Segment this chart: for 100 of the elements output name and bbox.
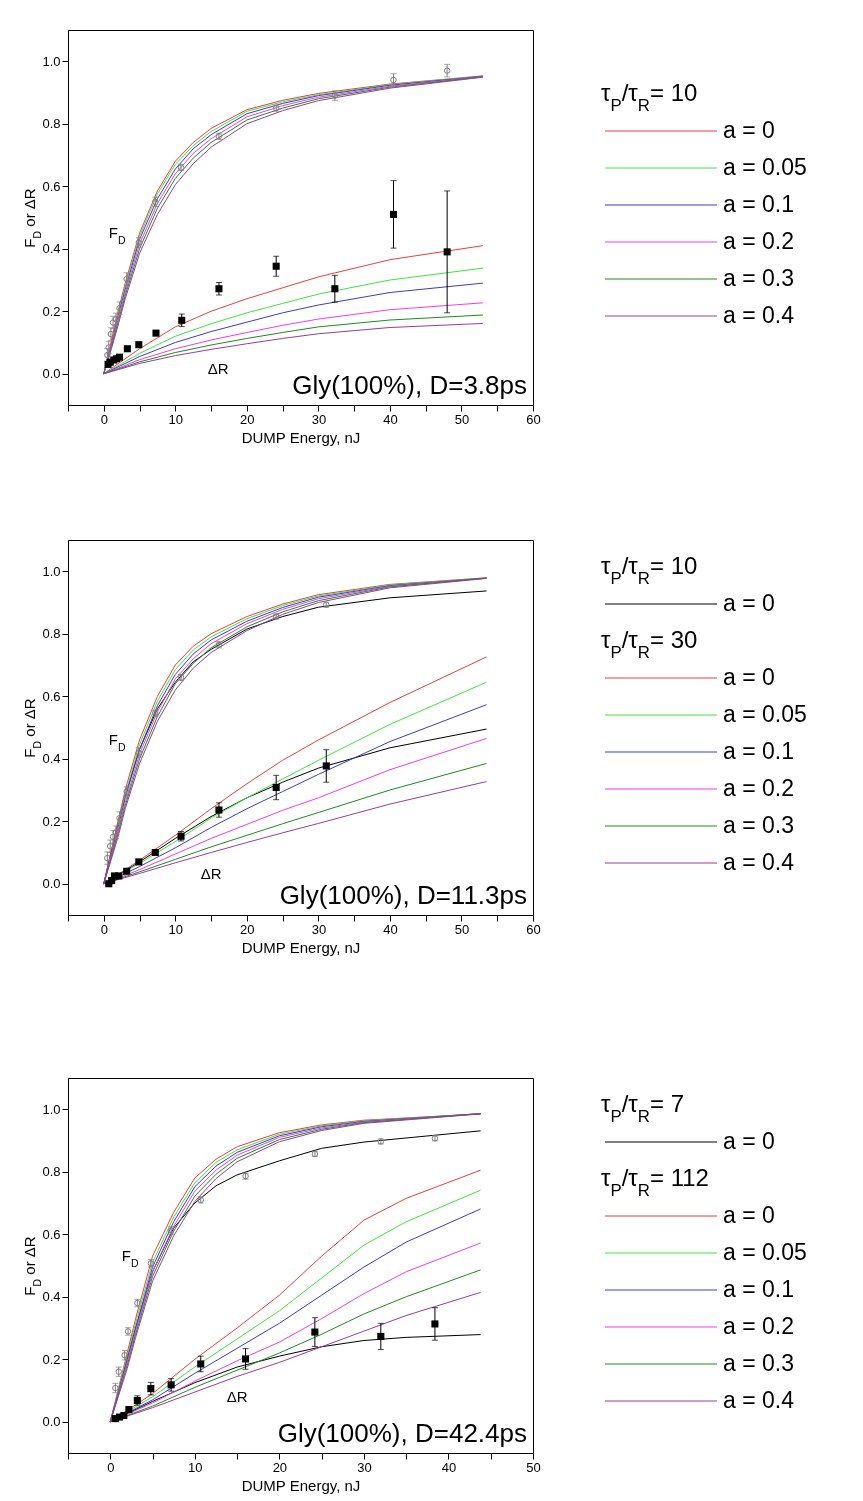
annotation: F$_{D}$ [108,224,126,247]
legend-label: a = 0 [723,664,775,690]
annotation: ΔR [207,360,229,378]
point [377,1332,385,1340]
legend-label: a = 0.3 [723,812,794,838]
legend-label: a = 0 [723,590,775,616]
point [389,210,398,218]
x-tick-label: 40 [441,1459,457,1475]
point [151,848,159,857]
point [135,858,143,866]
legend-title: τ$_{P}$/τ$_{R}$= 10 [601,79,698,115]
legend-label: a = 0.4 [723,302,795,328]
text: τ$_{P}$/τ$_{R}$= 30 [601,626,698,662]
x-tick-label: 50 [526,1459,541,1475]
y-tick-label: 0.6 [42,688,61,704]
y-tick-label: 0.6 [42,1226,61,1242]
legend-label: a = 0.2 [723,228,794,254]
legend-label: a = 0.1 [723,738,794,764]
legend-label: a = 0.3 [723,1350,794,1376]
point [272,783,280,792]
x-tick-label: 0 [100,411,108,427]
annotation: ΔR [200,864,222,882]
point [152,329,160,337]
x-tick-label: 20 [272,1459,288,1475]
point [197,1360,205,1368]
annotation: ΔR [226,1388,248,1406]
y-tick-label: 0.2 [42,303,61,319]
point [331,285,339,293]
x-tick-label: 30 [311,921,327,937]
point [125,1406,133,1414]
y-tick-label: 0.0 [42,876,61,892]
point [322,762,330,770]
point [311,1328,319,1336]
x-axis-title: DUMP Energy, nJ [241,1476,361,1494]
annotation: F$_{D}$ [108,731,126,753]
x-tick-label: 10 [188,1459,203,1475]
annotation: F$_{D}$ [121,1247,139,1270]
x-tick-label: 40 [383,921,398,937]
y-tick-label: 0.8 [42,116,61,132]
y-tick-label: 0.2 [42,1351,61,1367]
point [431,1320,439,1328]
x-tick-label: 60 [526,411,541,427]
legend-label: a = 0.05 [723,154,807,180]
text: τ$_{P}$/τ$_{R}$= 112 [601,1164,709,1200]
y-tick-label: 0.4 [42,751,61,767]
legend-label: a = 0 [723,1128,775,1154]
y-tick-label: 0.8 [42,1164,61,1180]
x-tick-label: 40 [383,411,398,427]
x-axis-title: DUMP Energy, nJ [241,938,361,956]
point [178,316,186,324]
point [105,344,113,351]
legend-label: a = 0.3 [723,265,794,291]
x-tick-label: 20 [240,921,255,937]
y-tick-label: 0.0 [42,366,61,382]
text: Gly(100%), D=3.8ps [292,370,527,400]
y-tick-label: 1.0 [42,1101,61,1117]
point [106,843,114,850]
point [120,1411,128,1420]
legend-label: a = 0.4 [723,849,795,875]
legend-title: τ$_{P}$/τ$_{R}$= 7 [601,1090,684,1126]
legend-title: τ$_{P}$/τ$_{R}$= 10 [601,552,698,588]
y-tick-label: 0.2 [42,813,61,829]
point [123,867,131,875]
legend-label: a = 0.4 [723,1387,795,1413]
x-tick-label: 30 [357,1459,372,1475]
x-tick-label: 50 [454,921,470,937]
point [242,1355,250,1363]
text: Gly(100%), D=42.4ps [277,1418,527,1448]
legend-label: a = 0.05 [723,1239,807,1265]
point [109,319,117,326]
legend-label: a = 0 [723,117,775,143]
y-tick-label: 0.4 [42,1289,61,1305]
legend-label: a = 0.2 [723,775,794,801]
point [112,316,120,323]
legend-label: a = 0.1 [723,191,794,217]
y-tick-label: 1.0 [42,563,61,579]
y-tick-label: 0.8 [42,626,61,642]
legend-label: a = 0 [723,1202,775,1228]
legend-label: a = 0.1 [723,1276,794,1302]
point [115,872,123,880]
legend-label: a = 0.2 [723,1313,794,1339]
point [443,248,451,256]
x-tick-label: 60 [526,921,541,937]
y-tick-label: 0.0 [42,1414,61,1430]
point [123,345,131,353]
point [135,341,143,349]
x-tick-label: 0 [107,1459,115,1475]
point [443,67,451,74]
y-tick-label: 0.4 [42,241,61,257]
point [215,806,223,814]
x-tick-label: 20 [240,411,255,427]
text: Gly(100%), D=11.3ps [279,880,527,910]
point [272,262,280,270]
x-tick-label: 10 [168,921,184,937]
point [147,1385,155,1393]
x-tick-label: 0 [100,921,108,937]
y-tick-label: 0.6 [42,178,61,194]
x-tick-label: 10 [168,411,184,427]
legend-label: a = 0.05 [723,701,807,727]
x-axis-title: DUMP Energy, nJ [241,428,361,446]
